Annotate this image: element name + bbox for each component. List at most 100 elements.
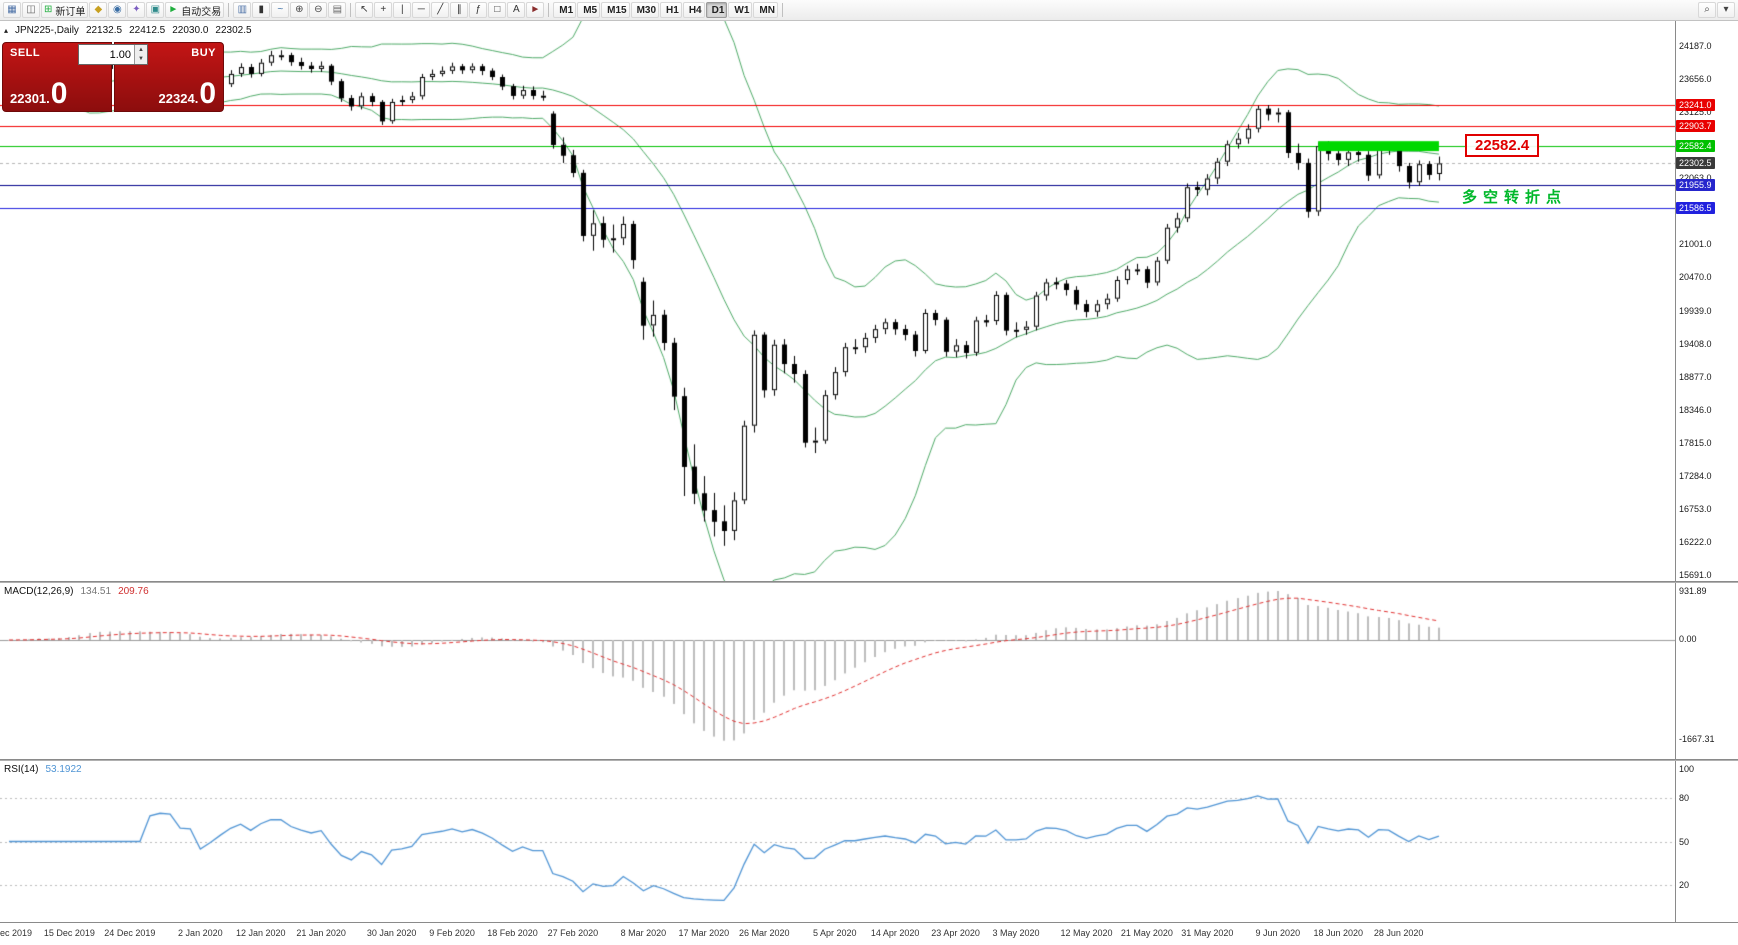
price-axis-label: 17284.0: [1679, 470, 1712, 481]
date-axis-label: 21 May 2020: [1120, 928, 1173, 938]
macd-axis-label: -1667.31: [1679, 733, 1715, 744]
toolbar-separator: [228, 3, 230, 17]
line-chart-icon[interactable]: ~: [271, 2, 290, 18]
price-axis[interactable]: 24187.023656.023125.022594.022063.021532…: [1675, 21, 1738, 581]
macd-axis-label: 931.89: [1679, 586, 1707, 596]
new-chart-icon: ▦: [7, 4, 17, 15]
crosshair-icon[interactable]: +: [374, 2, 393, 18]
price-axis-label: 18346.0: [1679, 404, 1712, 415]
tf-m5[interactable]: M5: [577, 2, 601, 18]
price-callout-box[interactable]: 22582.4: [1465, 133, 1540, 157]
horizontal-line-icon[interactable]: ─: [412, 2, 431, 18]
tf-m30-label: M30: [636, 4, 657, 16]
collapse-toolbar-icon: ▾: [1723, 4, 1729, 15]
candlestick-chart-icon[interactable]: ▮: [252, 2, 271, 18]
date-axis-label: 21 Jan 2020: [296, 928, 346, 938]
data-window-icon: ◉: [113, 4, 122, 15]
panel-splitter[interactable]: [0, 581, 1738, 583]
collapse-toolbar-icon[interactable]: ▾: [1717, 2, 1735, 18]
tf-w1-label: W1: [734, 4, 750, 16]
sell-price: 22301. 0: [10, 77, 68, 110]
volume-value[interactable]: 1.00: [109, 48, 131, 61]
tile-windows-icon[interactable]: ▤: [328, 2, 347, 18]
tf-mn-label: MN: [759, 4, 775, 16]
price-axis-level-label: 21955.9: [1676, 178, 1715, 191]
sell-label: SELL: [10, 47, 41, 59]
macd-value-2: 209.76: [118, 586, 149, 597]
auto-trading-button[interactable]: ► 自动交易: [165, 2, 225, 18]
turning-point-note[interactable]: 多空转折点: [1462, 189, 1568, 207]
profiles-icon[interactable]: ◫: [22, 2, 40, 18]
tf-m15[interactable]: M15: [601, 2, 630, 18]
volume-down-button[interactable]: ▼: [135, 54, 147, 64]
rsi-canvas[interactable]: [0, 761, 1676, 922]
price-chart-panel: ▴ JPN225-,Daily 22132.5 22412.5 22030.0 …: [0, 21, 1738, 581]
price-axis-level-label: 21586.5: [1676, 201, 1715, 214]
market-watch-icon[interactable]: ◆: [89, 2, 108, 18]
text-icon[interactable]: A: [507, 2, 526, 18]
toolbar-separator: [781, 3, 783, 17]
search-icon[interactable]: ⌕: [1698, 2, 1716, 18]
macd-value-1: 134.51: [80, 586, 112, 597]
rsi-axis[interactable]: 100 80 50 20: [1675, 761, 1738, 922]
zoom-in-icon: ⊕: [295, 4, 304, 15]
navigator-icon[interactable]: ✦: [127, 2, 146, 18]
data-window-icon[interactable]: ◉: [108, 2, 127, 18]
tf-d1[interactable]: D1: [705, 2, 728, 18]
price-axis-label: 22063.0: [1679, 173, 1712, 183]
crosshair-icon: +: [380, 4, 387, 15]
shapes-icon[interactable]: □: [488, 2, 507, 18]
price-axis-label: 23125.0: [1679, 107, 1712, 118]
one-click-toggle[interactable]: ▴: [4, 26, 9, 35]
ohlc-high: 22412.5: [129, 25, 166, 36]
zoom-out-icon[interactable]: ⊖: [309, 2, 328, 18]
cursor-icon[interactable]: ↖: [355, 2, 374, 18]
volume-input[interactable]: 1.00 ▲ ▼: [78, 44, 148, 65]
price-axis-label: 16753.0: [1679, 503, 1712, 514]
new-order-button[interactable]: ⊞ 新订单: [41, 2, 89, 18]
bar-chart-icon[interactable]: ▥: [233, 2, 252, 18]
tf-h1-label: H1: [666, 4, 679, 16]
ohlc-low: 22030.0: [172, 25, 209, 36]
price-chart-canvas[interactable]: [0, 21, 1676, 581]
date-axis-label: 3 May 2020: [992, 928, 1040, 938]
price-axis-label: 19939.0: [1679, 305, 1712, 316]
zoom-out-icon: ⊖: [314, 4, 323, 15]
fibonacci-icon[interactable]: ƒ: [469, 2, 488, 18]
toolbar-separator: [548, 3, 550, 17]
terminal-icon: ▣: [150, 4, 161, 15]
volume-up-button[interactable]: ▲: [135, 45, 147, 55]
date-axis-label: 24 Dec 2019: [104, 928, 156, 938]
channel-icon[interactable]: ∥: [450, 2, 469, 18]
auto-trading-button: ►: [168, 4, 179, 15]
tf-h4[interactable]: H4: [682, 2, 705, 18]
arrow-tool-icon[interactable]: ►: [526, 2, 545, 18]
macd-canvas[interactable]: [0, 583, 1676, 759]
vertical-line-icon[interactable]: |: [393, 2, 412, 18]
terminal-icon[interactable]: ▣: [146, 2, 165, 18]
volume-spinner: ▲ ▼: [134, 45, 147, 64]
date-axis-label: 2 Jan 2020: [178, 928, 223, 938]
fibonacci-icon: ƒ: [475, 4, 482, 15]
tf-h1[interactable]: H1: [660, 2, 682, 18]
price-axis-level-label: 22903.7: [1676, 119, 1715, 132]
date-axis-label: 27 Feb 2020: [547, 928, 599, 938]
buy-button[interactable]: BUY 22324. 0: [114, 42, 224, 112]
price-axis-label: 18877.0: [1679, 371, 1712, 382]
tf-m1[interactable]: M1: [553, 2, 577, 18]
trendline-icon[interactable]: ╱: [431, 2, 450, 18]
bar-chart-icon: ▥: [237, 4, 248, 15]
tf-m30[interactable]: M30: [630, 2, 660, 18]
macd-axis[interactable]: 931.89 0.00 -1667.31: [1675, 583, 1738, 759]
macd-label: MACD(12,26,9) 134.51 209.76: [4, 586, 149, 597]
date-axis[interactable]: 5 Dec 2019 15 Dec 2019 24 Dec 2019 2 Jan 20…: [0, 922, 1738, 945]
zoom-in-icon[interactable]: ⊕: [290, 2, 309, 18]
panel-splitter[interactable]: [0, 759, 1738, 761]
tf-m1-label: M1: [559, 4, 574, 16]
tf-mn[interactable]: MN: [753, 2, 778, 18]
date-axis-label: 18 Feb 2020: [487, 928, 538, 938]
new-chart-icon[interactable]: ▦: [3, 2, 21, 18]
date-axis-label: 14 Apr 2020: [870, 928, 920, 938]
tf-w1[interactable]: W1: [728, 2, 753, 18]
